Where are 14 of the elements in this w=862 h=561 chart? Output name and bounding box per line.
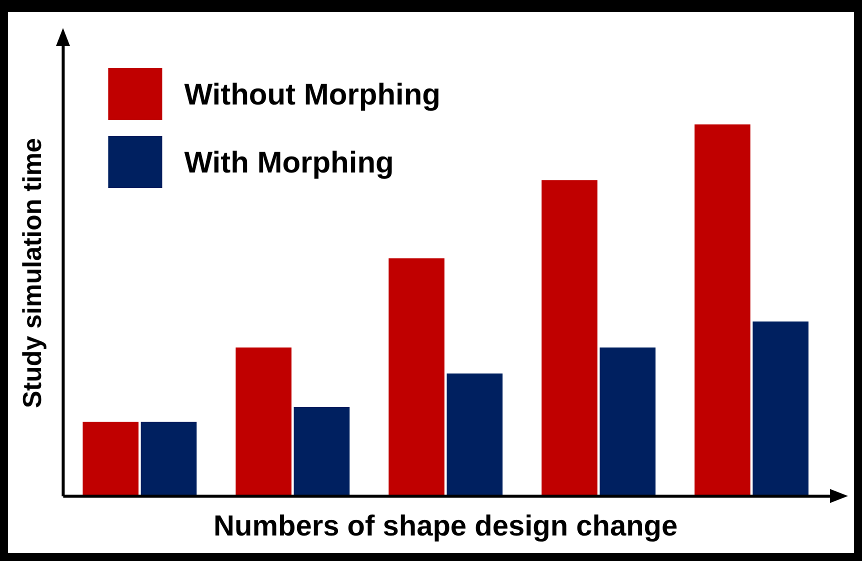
legend-label: Without Morphing bbox=[184, 78, 441, 112]
bar bbox=[236, 347, 292, 496]
bar bbox=[140, 422, 197, 496]
bar bbox=[82, 422, 139, 496]
bar bbox=[294, 406, 350, 496]
legend-label: With Morphing bbox=[184, 146, 394, 180]
x-axis-title: Numbers of shape design change bbox=[214, 510, 678, 543]
bar bbox=[752, 321, 808, 496]
bar bbox=[542, 180, 598, 496]
bar bbox=[694, 124, 750, 496]
y-axis-title: Study simulation time bbox=[16, 138, 47, 408]
bar bbox=[600, 347, 656, 496]
bar bbox=[388, 258, 444, 496]
bar bbox=[446, 373, 503, 496]
